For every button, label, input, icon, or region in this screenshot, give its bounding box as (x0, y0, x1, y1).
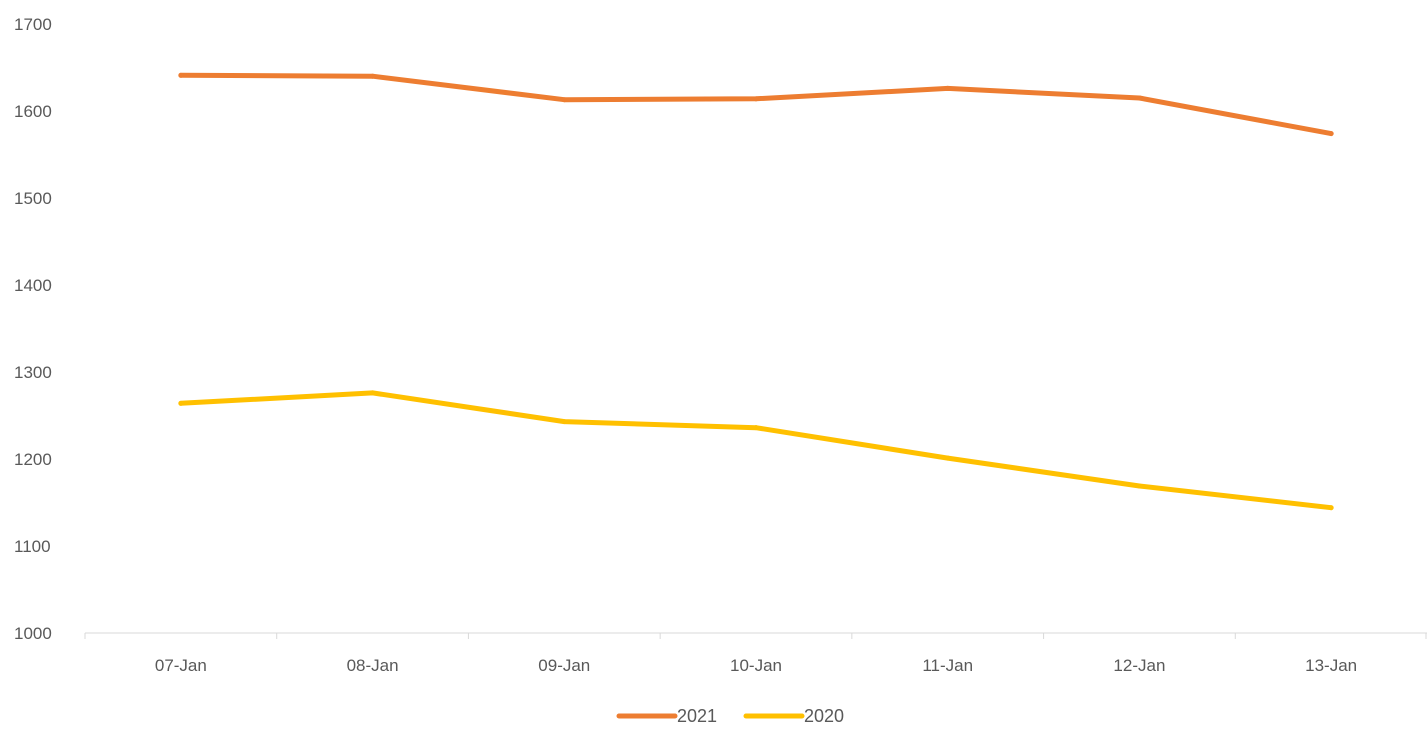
data-point-2020 (945, 455, 951, 461)
x-tick-label: 09-Jan (538, 656, 590, 675)
x-tick-label: 11-Jan (922, 656, 973, 675)
x-axis-labels: 07-Jan 08-Jan 09-Jan 10-Jan 11-Jan 12-Jan 13-J… (155, 656, 1357, 675)
legend-label: 2021 (677, 706, 717, 726)
data-point-2020 (1328, 505, 1334, 511)
y-axis-labels: 1000 1100 1200 1300 1400 1500 1600 1700 (14, 15, 52, 643)
data-point-2021 (753, 96, 759, 102)
y-tick-label: 1000 (14, 624, 52, 643)
legend-label: 2020 (804, 706, 844, 726)
y-tick-label: 1700 (14, 15, 52, 34)
data-point-2020 (178, 400, 184, 406)
series-line-2020 (178, 390, 1334, 511)
y-tick-label: 1200 (14, 450, 52, 469)
data-point-2021 (945, 85, 951, 91)
y-tick-label: 1300 (14, 363, 52, 382)
y-tick-label: 1100 (14, 537, 51, 556)
data-point-2021 (178, 72, 184, 78)
x-tick-label: 13-Jan (1305, 656, 1357, 675)
y-tick-label: 1400 (14, 276, 52, 295)
x-axis (84, 632, 1427, 639)
x-tick-label: 12-Jan (1113, 656, 1165, 675)
series-lines (178, 72, 1334, 511)
data-point-2020 (753, 425, 759, 431)
x-tick-label: 10-Jan (730, 656, 782, 675)
data-point-2021 (561, 97, 567, 103)
data-point-2021 (1136, 95, 1142, 101)
y-tick-label: 1500 (14, 189, 52, 208)
data-point-2020 (561, 419, 567, 425)
data-point-2021 (370, 73, 376, 79)
data-point-2021 (1328, 131, 1334, 137)
series-line-2021 (178, 72, 1334, 137)
data-point-2020 (370, 390, 376, 396)
x-tick-label: 07-Jan (155, 656, 207, 675)
y-tick-label: 1600 (14, 102, 52, 121)
x-tick-label: 08-Jan (347, 656, 399, 675)
chart-legend: 2021 2020 (616, 706, 844, 726)
data-point-2020 (1136, 483, 1142, 489)
